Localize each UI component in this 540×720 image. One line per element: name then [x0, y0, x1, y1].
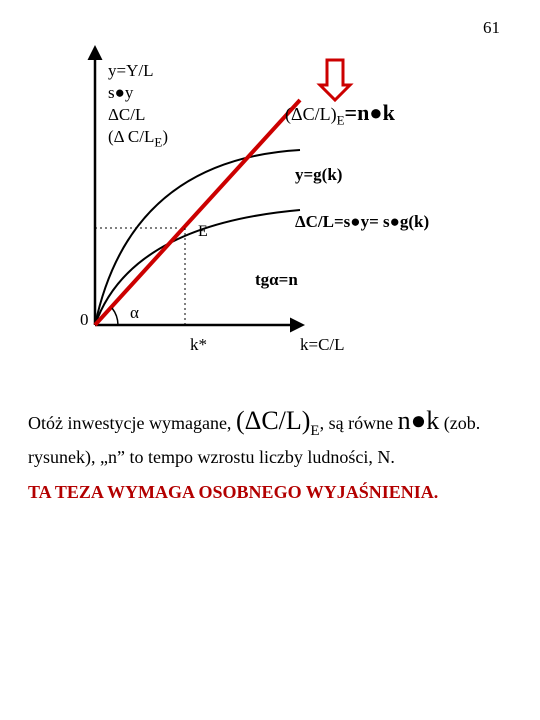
body-formula: (ΔC/L)E — [236, 406, 320, 435]
x-axis-label: k=C/L — [300, 335, 345, 355]
y-label-1: y=Y/L — [108, 60, 168, 82]
kstar-label: k* — [190, 335, 207, 355]
page-number: 61 — [483, 18, 500, 38]
y-label-2: s●y — [108, 82, 168, 104]
thesis-text: TA TEZA WYMAGA OSOBNEGO WYJAŚNIENIA. — [28, 478, 518, 507]
body-p1-b: , są równe — [320, 413, 398, 433]
point-e-label: E — [198, 223, 208, 241]
body-nk: n●k — [398, 406, 440, 435]
y-label-3: ΔC/L — [108, 104, 168, 126]
origin-label: 0 — [80, 310, 89, 330]
body-p1-a: Otóż inwestycje wymagane, — [28, 413, 236, 433]
y-axis-labels: y=Y/L s●y ΔC/L (Δ C/LE) — [108, 60, 168, 152]
y-label-4: (Δ C/LE) — [108, 126, 168, 151]
tg-alpha-label: tgα=n — [255, 270, 298, 290]
alpha-label: α — [130, 303, 139, 323]
sgk-curve-label: ΔC/L=s●y= s●g(k) — [295, 212, 429, 232]
gk-curve-label: y=g(k) — [295, 165, 342, 185]
nk-line-label: (ΔC/L)E=n●k — [285, 100, 395, 129]
body-text: Otóż inwestycje wymagane, (ΔC/L)E, są ró… — [28, 400, 518, 507]
